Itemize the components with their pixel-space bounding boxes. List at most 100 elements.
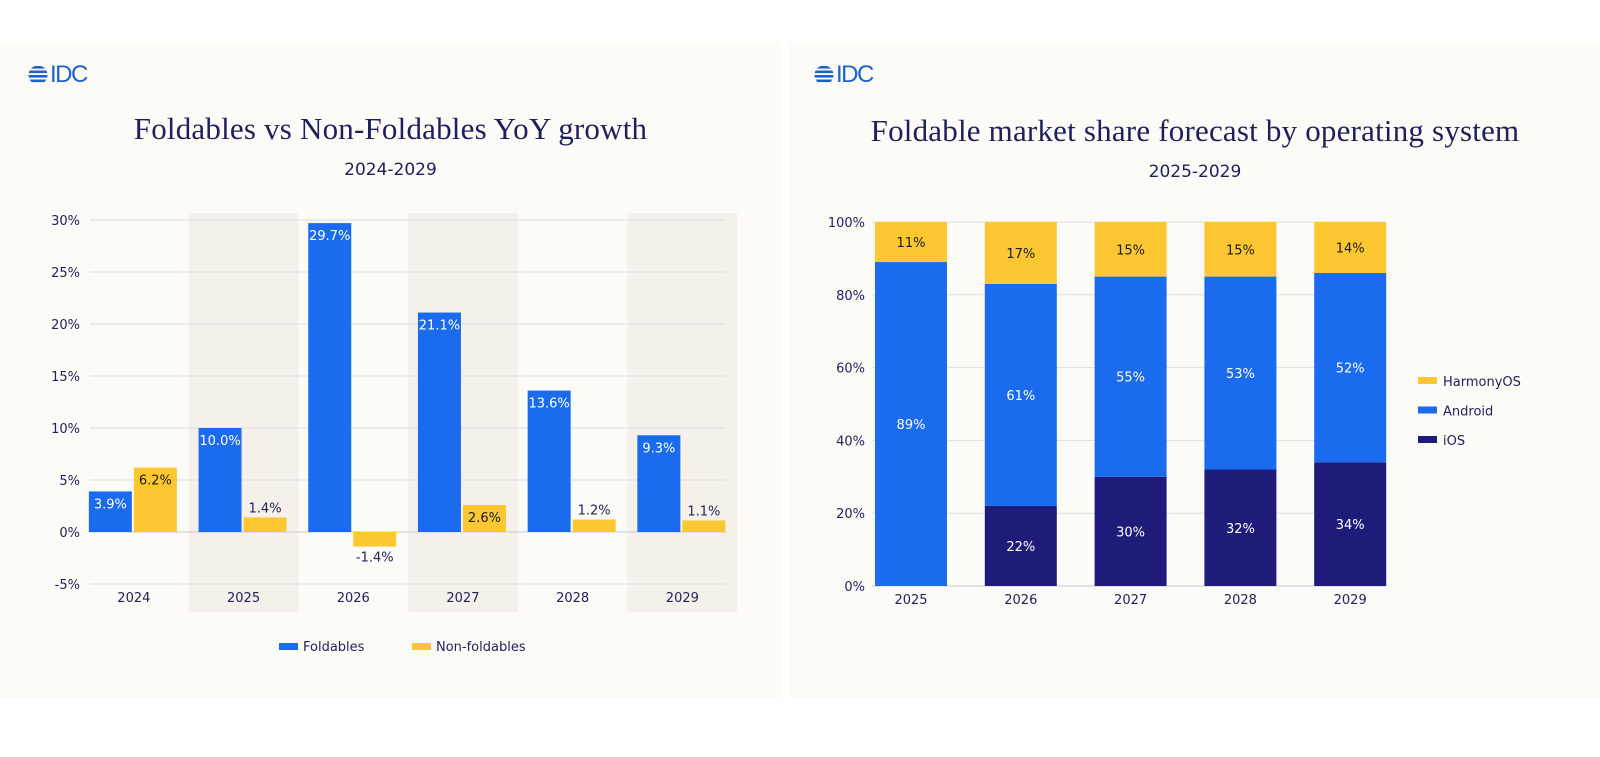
legend-swatch-android: [1418, 406, 1437, 414]
data-label-foldables: 13.6%: [528, 397, 569, 412]
bar-android-2025: [875, 262, 947, 586]
y-tick-label: 10%: [51, 422, 80, 437]
y-tick-label: 40%: [836, 434, 865, 449]
x-tick-label: 2027: [446, 591, 479, 606]
x-tick-label: 2024: [117, 591, 150, 606]
y-tick-label: 0%: [844, 580, 865, 595]
data-label-harmonyos: 11%: [897, 236, 926, 251]
right-chart-title: Foldable market share forecast by operat…: [870, 113, 1520, 148]
data-label-non-foldables: 2.6%: [468, 511, 501, 526]
data-label-harmonyos: 17%: [1006, 247, 1035, 262]
band-2029: [627, 213, 738, 612]
bar-non-foldables-2028: [572, 519, 616, 532]
bar-non-foldables-2025: [243, 517, 287, 532]
bar-non-foldables-2027: [462, 504, 506, 532]
bar-harmonyos-2029: [1314, 222, 1387, 273]
y-tick-label: 100%: [828, 216, 865, 231]
right-chart-subtitle: 2025-2029: [1148, 162, 1242, 182]
x-tick-label: 2027: [1114, 593, 1147, 608]
legend-label-ios: iOS: [1443, 434, 1465, 449]
idc-logo: IDC: [28, 61, 88, 88]
data-label-ios: 30%: [1116, 525, 1145, 540]
bar-ios-2028: [1204, 469, 1277, 586]
data-label-android: 52%: [1336, 362, 1365, 377]
data-label-harmonyos: 14%: [1336, 241, 1365, 256]
data-label-android: 55%: [1116, 371, 1145, 386]
data-label-foldables: 21.1%: [419, 319, 460, 334]
bar-foldables-2027: [417, 312, 461, 532]
data-label-harmonyos: 15%: [1226, 243, 1255, 258]
x-tick-label: 2026: [1004, 593, 1037, 608]
bar-android-2028: [1204, 276, 1277, 470]
legend-swatch-non-foldables: [412, 643, 431, 650]
bar-foldables-2025: [198, 428, 242, 532]
data-label-foldables: 3.9%: [94, 497, 127, 512]
x-tick-label: 2025: [227, 591, 260, 606]
bar-non-foldables-2029: [682, 520, 726, 532]
left-chart-subtitle: 2024-2029: [344, 160, 437, 180]
y-tick-label: 25%: [51, 266, 80, 281]
bar-android-2026: [984, 283, 1057, 506]
bar-foldables-2026: [308, 223, 352, 532]
logo-text: IDC: [836, 61, 874, 88]
bar-ios-2027: [1094, 476, 1167, 586]
idc-logo: IDC: [814, 61, 874, 88]
data-label-android: 53%: [1226, 367, 1255, 382]
x-tick-label: 2026: [337, 591, 370, 606]
data-label-foldables: 10.0%: [199, 434, 240, 449]
y-tick-label: 15%: [51, 370, 80, 385]
legend-swatch-ios: [1418, 436, 1437, 443]
y-tick-label: 30%: [51, 214, 80, 229]
y-tick-label: 20%: [51, 318, 80, 333]
bar-non-foldables-2024: [133, 467, 177, 532]
globe-icon: [28, 66, 48, 83]
bar-foldables-2024: [88, 491, 132, 532]
data-label-android: 61%: [1006, 389, 1035, 404]
bar-android-2029: [1314, 272, 1387, 463]
x-tick-label: 2025: [894, 593, 927, 608]
data-label-foldables: 9.3%: [642, 441, 675, 456]
bar-harmonyos-2025: [875, 222, 947, 263]
bar-ios-2026: [984, 505, 1057, 586]
band-2025: [188, 213, 299, 612]
legend-swatch-harmonyos: [1418, 377, 1437, 384]
bar-foldables-2028: [527, 390, 571, 532]
x-tick-label: 2029: [1334, 593, 1367, 608]
left-chart-title: Foldables vs Non-Foldables YoY growth: [133, 111, 648, 146]
y-tick-label: 5%: [59, 474, 80, 489]
x-tick-label: 2029: [666, 591, 699, 606]
y-tick-label: 0%: [59, 526, 80, 541]
legend-label-non-foldables: Non-foldables: [436, 640, 526, 655]
data-label-non-foldables: 1.4%: [249, 501, 282, 516]
bar-non-foldables-2026: [353, 532, 397, 547]
y-tick-label: -5%: [55, 578, 80, 593]
data-label-android: 89%: [897, 418, 926, 433]
y-tick-label: 20%: [836, 507, 865, 522]
data-label-ios: 32%: [1226, 522, 1255, 537]
data-label-non-foldables: -1.4%: [356, 551, 394, 566]
x-tick-label: 2028: [1224, 593, 1257, 608]
bar-harmonyos-2027: [1094, 222, 1167, 277]
logo-text: IDC: [50, 61, 88, 88]
y-tick-label: 80%: [836, 289, 865, 304]
x-tick-label: 2028: [556, 591, 589, 606]
data-label-non-foldables: 6.2%: [139, 474, 172, 489]
legend-swatch-foldables: [279, 643, 298, 650]
data-label-harmonyos: 15%: [1116, 243, 1145, 258]
y-tick-label: 60%: [836, 362, 865, 377]
bar-foldables-2029: [637, 435, 681, 532]
bar-harmonyos-2026: [984, 222, 1057, 284]
bar-ios-2029: [1314, 462, 1387, 586]
bar-harmonyos-2028: [1204, 222, 1277, 277]
data-label-foldables: 29.7%: [309, 229, 350, 244]
legend-label-harmonyos: HarmonyOS: [1443, 375, 1521, 390]
bar-android-2027: [1094, 276, 1167, 477]
legend-label-android: Android: [1443, 405, 1493, 420]
data-label-non-foldables: 1.2%: [578, 504, 611, 519]
legend-label-foldables: Foldables: [303, 640, 365, 655]
data-label-ios: 22%: [1006, 540, 1035, 555]
globe-icon: [814, 66, 834, 83]
data-label-ios: 34%: [1336, 518, 1365, 533]
